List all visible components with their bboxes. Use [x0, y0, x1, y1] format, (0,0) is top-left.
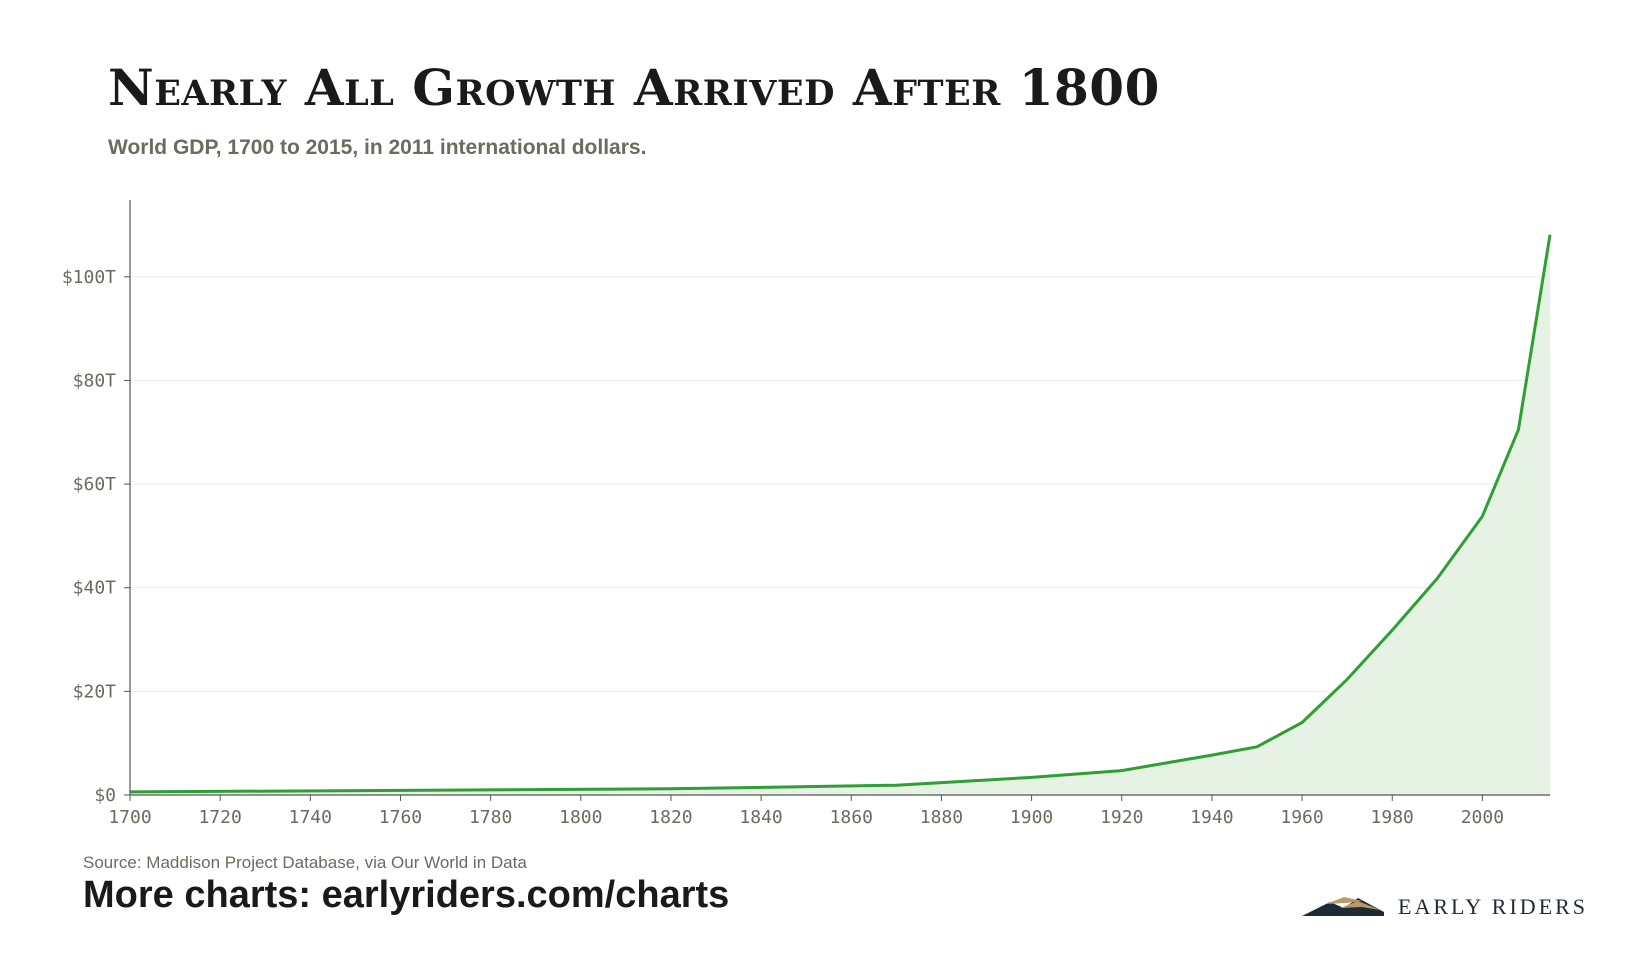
x-tick-label: 1940 — [1190, 807, 1233, 828]
axes — [129, 200, 1550, 796]
x-tick-label: 1760 — [379, 807, 422, 828]
x-tick-label: 2000 — [1461, 807, 1504, 828]
source-note: Source: Maddison Project Database, via O… — [83, 853, 527, 872]
x-tick-label: 1700 — [108, 807, 151, 828]
gridlines — [130, 276, 1550, 692]
y-tick-label: $20T — [73, 681, 117, 702]
more-charts-link[interactable]: More charts: earlyriders.com/charts — [83, 874, 730, 916]
x-tick-label: 1800 — [559, 807, 602, 828]
y-tick-label: $0 — [94, 785, 116, 806]
y-tick-label: $60T — [73, 474, 117, 495]
x-tick-label: 1860 — [830, 807, 873, 828]
x-tick-label: 1920 — [1100, 807, 1143, 828]
x-tick-label: 1820 — [649, 807, 692, 828]
x-tick-label: 1960 — [1280, 807, 1323, 828]
x-tick-label: 1840 — [739, 807, 782, 828]
x-tick-label: 1900 — [1010, 807, 1053, 828]
x-tick-label: 1780 — [469, 807, 512, 828]
y-tick-label: $40T — [73, 578, 117, 599]
x-axis-ticks: 1700 1720 1740 1760 1780 1800 1820 1840 1860 1880… — [108, 795, 1504, 828]
chart-subtitle: World GDP, 1700 to 2015, in 2011 interna… — [108, 136, 647, 159]
chart-title: Nearly All Growth Arrived After 1800 — [108, 58, 1160, 117]
x-tick-label: 1720 — [198, 807, 241, 828]
mountain-logo-icon — [1302, 897, 1384, 916]
y-axis-ticks: $0 $20T $40T $60T $80T $100T — [62, 267, 130, 806]
x-tick-label: 1980 — [1371, 807, 1414, 828]
brand-logo-block: EARLY RIDERS — [1300, 886, 1610, 926]
x-tick-label: 1740 — [289, 807, 332, 828]
series-area-fill — [130, 234, 1550, 796]
x-tick-label: 1880 — [920, 807, 963, 828]
y-tick-label: $80T — [73, 370, 117, 391]
series-line — [129, 234, 1552, 794]
y-tick-label: $100T — [62, 267, 116, 288]
brand-name: EARLY RIDERS — [1398, 894, 1589, 919]
